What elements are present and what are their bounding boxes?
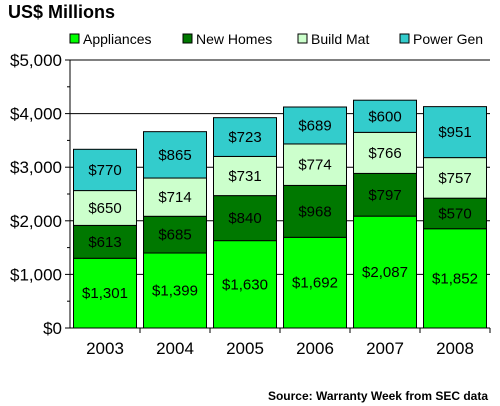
bar-2004-appliances — [143, 252, 207, 329]
data-label-2007-appliances: $2,087 — [362, 264, 408, 281]
data-label-2005-new-homes: $840 — [228, 210, 261, 227]
bar-2007-power-gen — [353, 99, 417, 133]
y-tick-label-4: $4,000 — [10, 105, 62, 124]
data-label-2004-power-gen: $865 — [158, 147, 191, 164]
bar-2005-power-gen — [213, 117, 277, 157]
x-tick-label-2007: 2007 — [366, 339, 404, 358]
bar-2006-power-gen — [283, 106, 347, 145]
data-label-2007-build-mat: $766 — [368, 145, 401, 162]
y-tick-label-3: $3,000 — [10, 158, 62, 177]
x-axis-ticks: 2003 2004 2005 2006 2007 2008 — [86, 328, 491, 358]
data-label-2005-build-mat: $731 — [228, 168, 261, 185]
bar-2007-appliances — [353, 215, 417, 329]
legend-swatch-new-homes — [182, 33, 193, 44]
x-tick-label-2008: 2008 — [436, 339, 474, 358]
chart-title: US$ Millions — [8, 2, 115, 22]
bar-2006-appliances — [283, 236, 347, 329]
bar-2003-power-gen — [73, 148, 137, 192]
bar-2008-build-mat — [423, 157, 487, 199]
bar-2005-appliances — [213, 240, 277, 329]
bars: $1,301 $613 $650 $770 $1,399 $685 $714 $865 $1,6… — [73, 99, 487, 329]
legend-swatch-power-gen — [399, 33, 410, 44]
y-tick-label-1: $1,000 — [10, 265, 62, 284]
bar-2003-new-homes — [73, 224, 137, 259]
legend-label-appliances: Appliances — [83, 31, 152, 47]
data-label-2003-new-homes: $613 — [88, 234, 121, 251]
data-label-2006-build-mat: $774 — [298, 157, 331, 174]
legend-swatch-build-mat — [297, 33, 308, 44]
data-label-2003-appliances: $1,301 — [82, 285, 128, 302]
bar-2006-build-mat — [283, 143, 347, 186]
data-label-2006-new-homes: $968 — [298, 203, 331, 220]
bar-2005-new-homes — [213, 195, 277, 242]
data-label-2005-appliances: $1,630 — [222, 276, 268, 293]
source-note: Source: Warranty Week from SEC data — [268, 389, 488, 403]
legend-label-power-gen: Power Gen — [413, 31, 483, 47]
data-label-2004-appliances: $1,399 — [152, 283, 198, 300]
bar-2004-power-gen — [143, 131, 207, 179]
data-label-2008-new-homes: $570 — [438, 205, 471, 222]
data-label-2008-appliances: $1,852 — [432, 270, 478, 287]
bar-2004-new-homes — [143, 215, 207, 254]
legend-label-new-homes: New Homes — [196, 31, 272, 47]
data-label-2003-power-gen: $770 — [88, 162, 121, 179]
legend-label-build-mat: Build Mat — [311, 31, 369, 47]
x-tick-label-2004: 2004 — [156, 339, 194, 358]
y-tick-label-0: $0 — [43, 319, 62, 338]
data-label-2003-build-mat: $650 — [88, 200, 121, 217]
y-tick-label-5: $5,000 — [10, 51, 62, 70]
legend-swatch-appliances — [69, 33, 80, 44]
data-label-2007-power-gen: $600 — [368, 108, 401, 125]
y-tick-label-2: $2,000 — [10, 212, 62, 231]
gridlines — [70, 59, 490, 275]
data-label-2005-power-gen: $723 — [228, 129, 261, 146]
x-tick-label-2005: 2005 — [226, 339, 264, 358]
bar-2008-power-gen — [423, 106, 487, 159]
bar-2008-appliances — [423, 228, 487, 329]
bar-2007-build-mat — [353, 131, 417, 174]
legend: Appliances New Homes Build Mat Power Gen — [69, 31, 483, 47]
data-label-2004-new-homes: $685 — [158, 227, 191, 244]
data-label-2007-new-homes: $797 — [368, 187, 401, 204]
data-label-2008-build-mat: $757 — [438, 170, 471, 187]
data-label-2008-power-gen: $951 — [438, 124, 471, 141]
x-tick-label-2006: 2006 — [296, 339, 334, 358]
data-label-2006-appliances: $1,692 — [292, 275, 338, 292]
bar-2006-new-homes — [283, 184, 347, 238]
data-label-2006-power-gen: $689 — [298, 117, 331, 134]
y-axis-ticks: $0 $1,000 $2,000 $3,000 $4,000 $5,000 — [10, 51, 70, 338]
x-tick-label-2003: 2003 — [86, 339, 124, 358]
data-label-2004-build-mat: $714 — [158, 189, 191, 206]
bar-2003-build-mat — [73, 190, 137, 226]
